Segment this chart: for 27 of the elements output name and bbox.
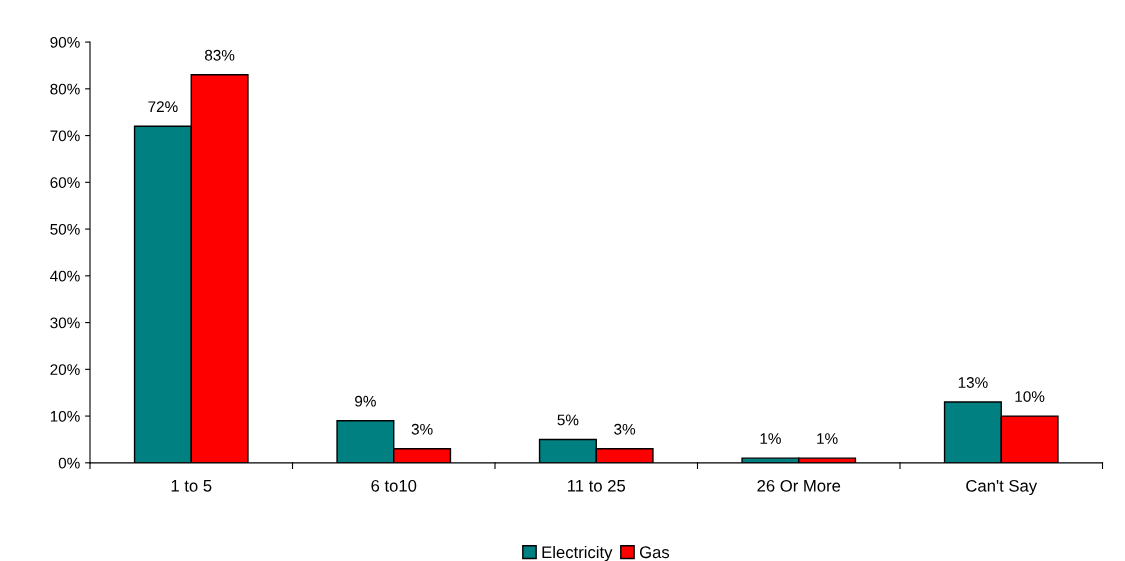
data-label: 1% — [760, 433, 781, 444]
y-tick-label: 60% — [50, 177, 80, 189]
data-label: 10% — [1015, 391, 1045, 402]
data-label: 9% — [355, 395, 376, 407]
y-tick-label: 80% — [50, 83, 80, 95]
y-tick-label: 70% — [50, 130, 80, 142]
y-tick-label: 40% — [50, 270, 80, 282]
y-tick-label: 20% — [50, 364, 80, 376]
y-tick-label: 0% — [58, 457, 80, 469]
data-label: 1% — [817, 433, 838, 444]
data-label: 3% — [614, 423, 636, 435]
x-tick-label: 11 to 25 — [568, 479, 626, 492]
data-label: 83% — [204, 49, 235, 61]
data-label: 3% — [411, 423, 433, 435]
data-label: 13% — [958, 377, 988, 388]
y-tick-label: 10% — [50, 410, 80, 422]
x-tick-label: Can't Say — [966, 479, 1038, 496]
legend-label: Gas — [639, 546, 670, 559]
x-tick-label: 6 to10 — [371, 479, 417, 492]
y-tick-label: 30% — [50, 317, 80, 329]
x-tick-label: 26 Or More — [757, 479, 841, 492]
x-tick-label: 1 to 5 — [171, 480, 212, 492]
data-label: 5% — [557, 414, 579, 426]
data-label: 72% — [148, 101, 178, 113]
y-tick-label: 50% — [50, 223, 80, 235]
y-tick-label: 90% — [50, 36, 80, 48]
legend-label: Electricity — [542, 545, 613, 561]
